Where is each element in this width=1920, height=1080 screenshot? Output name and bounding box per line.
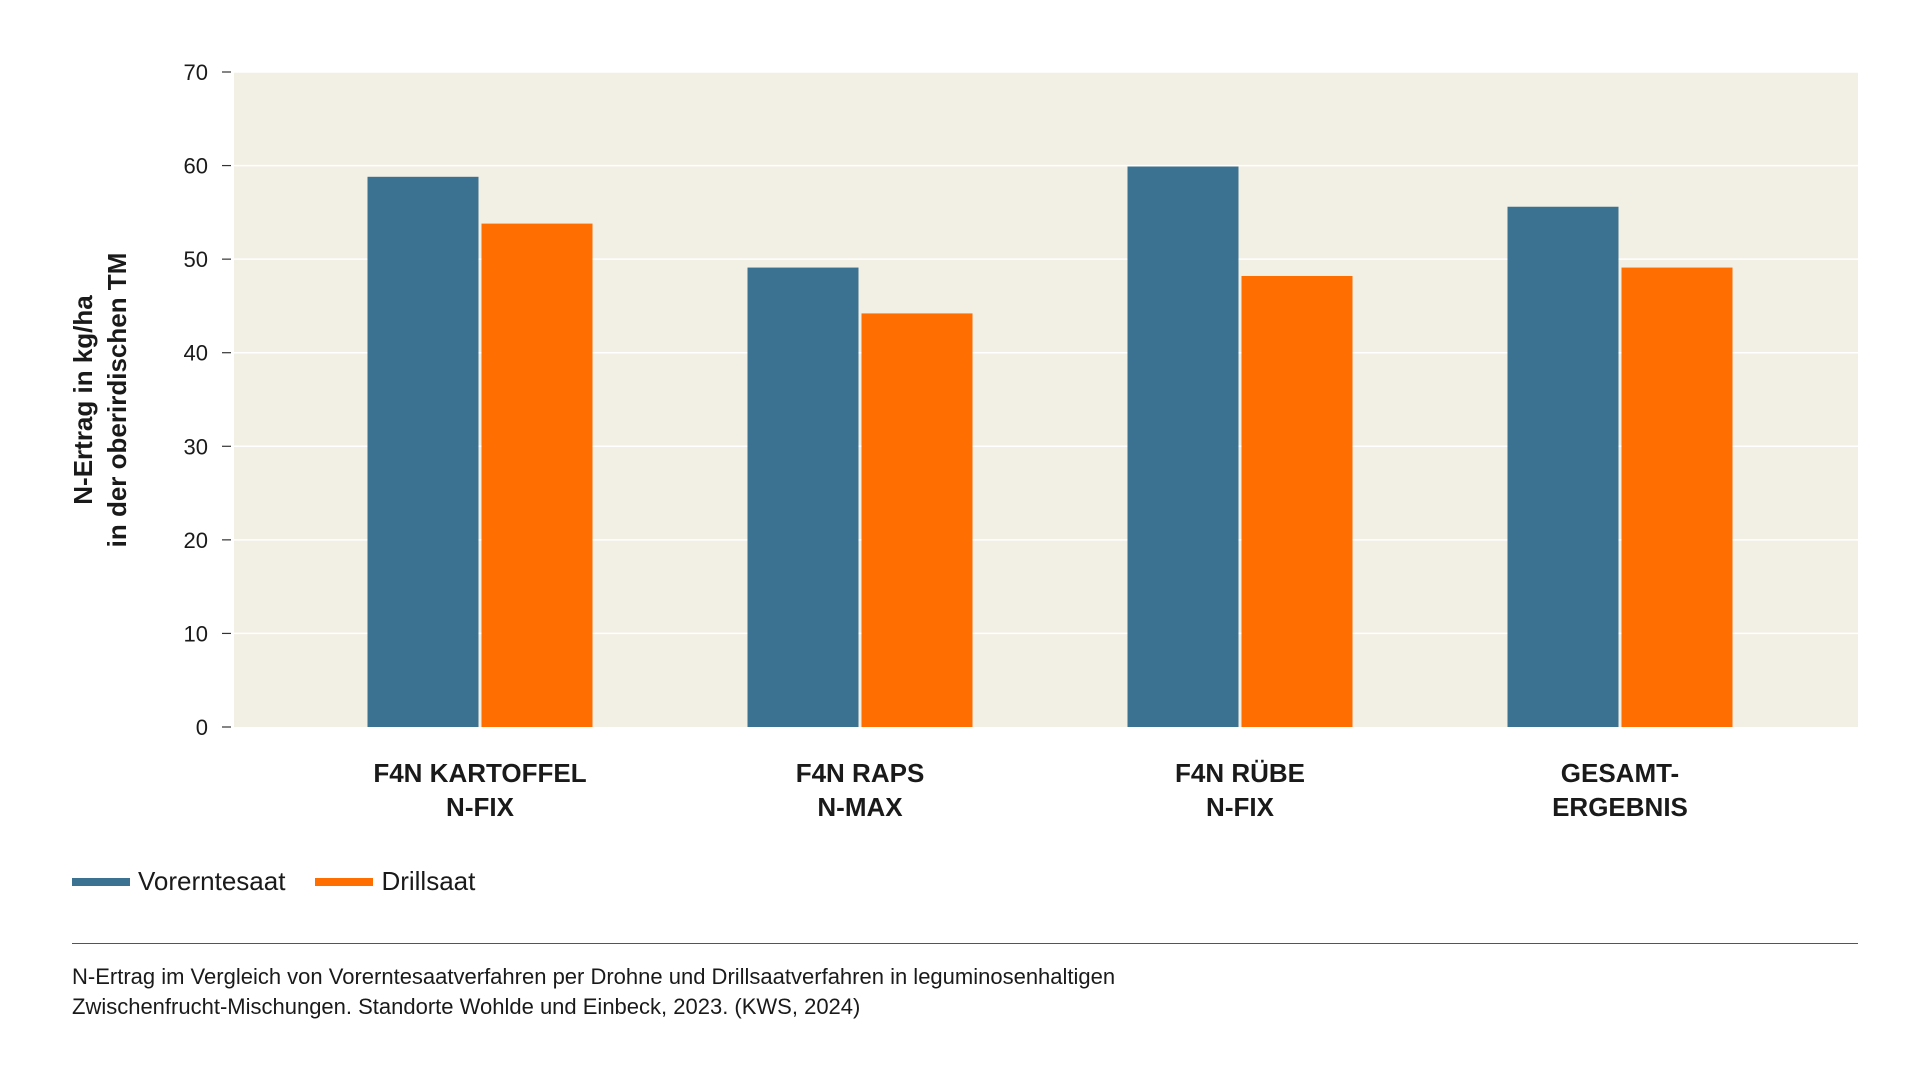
legend-swatch-vorerntesaat	[72, 877, 130, 886]
y-tick-label: 50	[184, 247, 208, 272]
bar-drillsaat-2	[861, 313, 973, 727]
bar-drillsaat-3	[1241, 275, 1353, 727]
x-category-label-line: F4N RAPS	[796, 758, 925, 788]
x-category-label-line: N-FIX	[446, 792, 515, 822]
bar-vorerntesaat-3	[1127, 166, 1239, 727]
y-tick-label: 40	[184, 341, 208, 366]
caption-divider	[72, 943, 1858, 944]
legend-item-drillsaat: Drillsaat	[315, 866, 475, 897]
x-category-label-line: GESAMT-	[1561, 758, 1679, 788]
bars	[367, 166, 1733, 728]
legend-item-vorerntesaat: Vorerntesaat	[72, 866, 285, 897]
x-category-label: GESAMT- ERGEBNIS	[1552, 758, 1688, 822]
figure-caption: N-Ertrag im Vergleich von Vorerntesaatve…	[72, 962, 1472, 1022]
x-category-label-line: N-FIX	[1206, 792, 1275, 822]
x-category-label: F4N KARTOFFEL N-FIX	[373, 758, 586, 822]
y-tick-label: 10	[184, 621, 208, 646]
y-axis-title-line: in der oberirdischen TM	[102, 253, 132, 548]
bar-drillsaat-4	[1621, 267, 1733, 727]
x-category-label-line: ERGEBNIS	[1552, 792, 1688, 822]
legend-label-vorerntesaat: Vorerntesaat	[138, 866, 286, 896]
bar-drillsaat-1	[481, 223, 593, 728]
y-tick-label: 0	[196, 715, 208, 740]
x-category-label-line: N-MAX	[817, 792, 903, 822]
y-tick-label: 60	[184, 154, 208, 179]
x-category-label: F4N RAPS N-MAX	[796, 758, 925, 822]
legend: Vorerntesaat Drillsaat	[72, 866, 505, 897]
caption-line-1: N-Ertrag im Vergleich von Vorerntesaatve…	[72, 964, 1116, 989]
y-axis-title-line: N-Ertrag in kg/ha	[68, 295, 98, 505]
x-category-label: F4N RÜBE N-FIX	[1175, 758, 1305, 822]
bar-vorerntesaat-4	[1507, 206, 1619, 727]
y-tick-label: 20	[184, 528, 208, 553]
y-axis-title: N-Ertrag in kg/ha in der oberirdischen TM	[68, 253, 132, 548]
y-axis-title-text: N-Ertrag in kg/ha in der oberirdischen TM	[68, 253, 132, 548]
caption-line-2: Zwischenfrucht-Mischungen. Standorte Woh…	[72, 994, 861, 1019]
y-tick-label: 70	[184, 60, 208, 85]
y-tick-label: 30	[184, 434, 208, 459]
x-category-label-line: F4N KARTOFFEL	[373, 758, 586, 788]
legend-swatch-drillsaat	[315, 877, 374, 886]
bar-chart: 0 10 20 30 40 50 60 70 F4N KARTOFFEL N-FIX F4N RA…	[68, 60, 1858, 822]
bar-vorerntesaat-1	[367, 176, 479, 728]
x-category-label-line: F4N RÜBE	[1175, 758, 1305, 788]
y-axis: 0 10 20 30 40 50 60 70	[184, 60, 231, 740]
legend-label-drillsaat: Drillsaat	[381, 866, 476, 896]
x-axis: F4N KARTOFFEL N-FIX F4N RAPS N-MAX F4N RÜBE N…	[373, 758, 1688, 822]
bar-vorerntesaat-2	[747, 267, 859, 727]
